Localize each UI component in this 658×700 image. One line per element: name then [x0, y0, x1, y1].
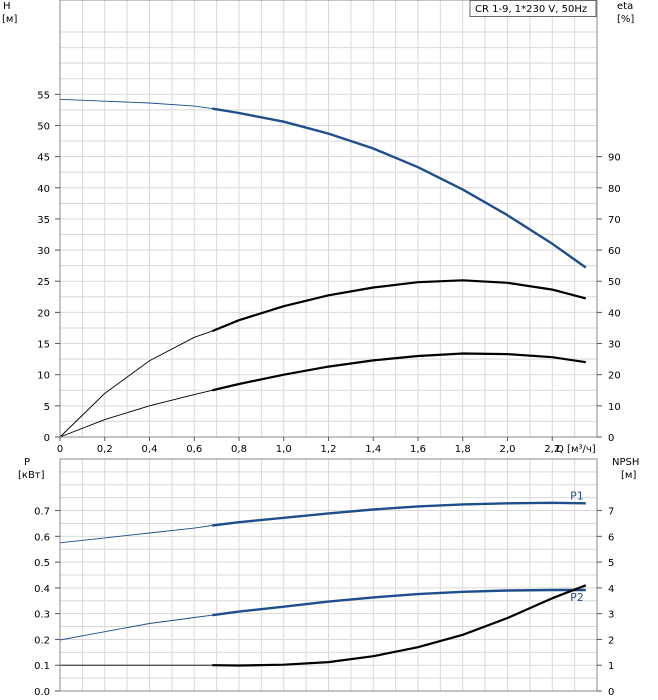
- legend-text: CR 1-9, 1*230 V, 50Hz: [475, 4, 587, 15]
- top-right-tick-label: 0: [608, 433, 614, 444]
- top-right-axis-label-line2: [%]: [617, 14, 634, 25]
- p2-power-curve-thin: [59, 614, 213, 641]
- x-tick-label: 0,8: [231, 444, 247, 455]
- top-left-tick-label: 50: [37, 121, 50, 132]
- power-npsh-panel: P1 P2 0.0 0.1 0.2 0.3 0.4 0.5 0.6 0.7 0 1 2 3 4 5 6 7 P…: [18, 457, 639, 698]
- npsh-curve: [212, 584, 587, 667]
- x-tick-label: 1,8: [455, 444, 471, 455]
- bottom-right-tick-label: 4: [608, 584, 614, 595]
- top-right-tick-label: 20: [608, 371, 621, 382]
- top-grid: [60, 0, 597, 437]
- top-left-tick-label: 40: [37, 184, 50, 195]
- bottom-left-axis-label-line1: P: [24, 457, 30, 468]
- bottom-left-tick-label: 0.5: [34, 558, 50, 569]
- top-right-tick-label: 10: [608, 402, 621, 413]
- top-left-tick-label: 15: [37, 340, 50, 351]
- bottom-right-axis-label-line1: NPSH: [612, 457, 639, 468]
- top-right-tick-label: 60: [608, 246, 621, 257]
- top-left-axis-label-line1: H: [3, 1, 11, 12]
- x-tick-label: 1,2: [321, 444, 337, 455]
- p1-power-curve: [212, 501, 586, 527]
- x-tick-label: 1,0: [276, 444, 292, 455]
- bottom-plot-frame: [59, 458, 598, 692]
- x-tick-label: 1,4: [365, 444, 381, 455]
- top-left-tick-label: 10: [37, 371, 50, 382]
- top-series: [59, 98, 587, 438]
- bottom-series: P1 P2: [59, 490, 587, 667]
- bottom-left-tick-label: 0.0: [34, 687, 50, 698]
- bottom-left-tick-label: 0.1: [34, 661, 50, 672]
- p2-label: P2: [570, 591, 584, 604]
- bottom-right-tick-label: 5: [608, 558, 614, 569]
- bottom-left-tick-label: 0.4: [34, 584, 50, 595]
- bottom-right-tick-label: 3: [608, 610, 614, 621]
- top-left-tick-label: 30: [37, 246, 50, 257]
- bottom-right-tick-label: 7: [608, 507, 614, 518]
- hydraulic-power-curve-thin: [59, 389, 213, 438]
- efficiency-curve: [211, 279, 587, 333]
- top-left-tick-label: 20: [37, 308, 50, 319]
- bottom-left-tick-label: 0.2: [34, 635, 50, 646]
- bottom-right-tick-label: 2: [608, 635, 614, 646]
- top-right-axis-label-line1: eta: [617, 1, 633, 12]
- top-right-tick-label: 90: [608, 153, 621, 164]
- top-left-tick-label: 55: [37, 90, 50, 101]
- bottom-left-axis: 0.0 0.1 0.2 0.3 0.4 0.5 0.6 0.7: [34, 507, 60, 698]
- top-right-axis: 0 10 20 30 40 50 60 70 80 90: [597, 153, 621, 444]
- efficiency-curve-thin: [59, 330, 213, 438]
- top-left-axis-label-line2: [м]: [2, 14, 17, 25]
- head-curve: [212, 107, 587, 269]
- top-right-tick-label: 40: [608, 308, 621, 319]
- top-x-axis: 0 0,2 0,4 0,6 0,8 1,0 1,2 1,4 1,6 1,8 2,0 2,2: [57, 437, 560, 455]
- top-left-tick-label: 25: [37, 277, 50, 288]
- bottom-right-tick-label: 1: [608, 661, 614, 672]
- bottom-left-tick-label: 0.3: [34, 610, 50, 621]
- x-tick-label: 0: [57, 444, 63, 455]
- bottom-right-tick-label: 0: [608, 687, 614, 698]
- bottom-grid: [60, 459, 597, 691]
- top-left-tick-label: 35: [37, 215, 50, 226]
- p1-label: P1: [570, 490, 584, 503]
- top-left-tick-label: 0: [44, 433, 50, 444]
- x-tick-label: 1,6: [410, 444, 426, 455]
- top-right-tick-label: 70: [608, 215, 621, 226]
- bottom-right-axis-label-line2: [м]: [621, 470, 636, 481]
- x-tick-label: 0,6: [186, 444, 202, 455]
- legend-frame: [469, 0, 597, 17]
- top-x-axis-label: Q [м³/ч]: [556, 444, 596, 455]
- legend-box: CR 1-9, 1*230 V, 50Hz: [469, 0, 597, 17]
- top-left-tick-label: 5: [44, 402, 50, 413]
- hydraulic-power-curve: [211, 352, 586, 392]
- x-tick-label: 0,4: [142, 444, 158, 455]
- top-right-tick-label: 30: [608, 340, 621, 351]
- top-right-tick-label: 80: [608, 184, 621, 195]
- p1-power-curve-thin: [59, 525, 213, 544]
- bottom-right-axis: 0 1 2 3 4 5 6 7: [597, 507, 614, 698]
- head-efficiency-panel: 0 5 10 15 20 25 30 35 40 45 50 55 0 10 20 30 40 50 60 70 80…: [2, 0, 634, 455]
- x-tick-label: 0,2: [97, 444, 113, 455]
- bottom-right-tick-label: 6: [608, 532, 614, 543]
- x-tick-label: 2,2: [544, 444, 560, 455]
- top-left-tick-label: 45: [37, 153, 50, 164]
- head-curve-thin: [59, 98, 213, 110]
- top-left-axis: 0 5 10 15 20 25 30 35 40 45 50 55: [37, 90, 60, 444]
- bottom-left-tick-label: 0.6: [34, 532, 50, 543]
- top-right-tick-label: 50: [608, 277, 621, 288]
- bottom-left-axis-label-line2: [кВт]: [18, 470, 45, 481]
- p2-power-curve: [212, 588, 586, 617]
- x-tick-label: 2,0: [500, 444, 516, 455]
- bottom-left-tick-label: 0.7: [34, 507, 50, 518]
